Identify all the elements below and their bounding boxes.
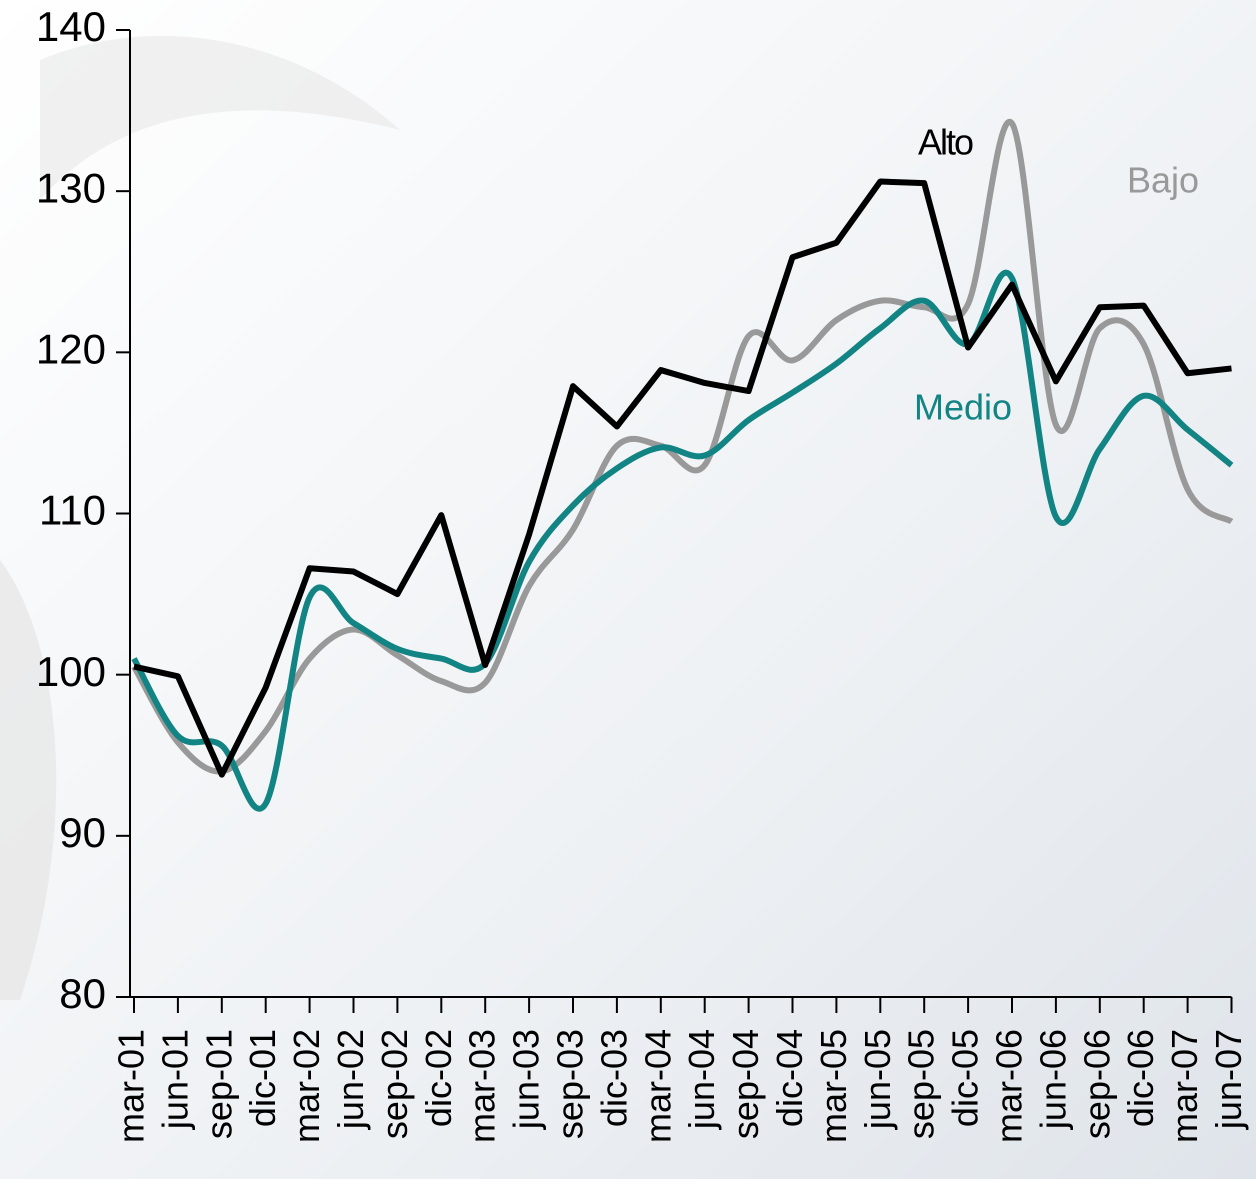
x-tick-label: sep-03 <box>550 1029 591 1139</box>
x-tick-label: jun-05 <box>857 1029 898 1130</box>
x-tick-label: sep-04 <box>725 1029 766 1139</box>
x-tick-label: jun-07 <box>1208 1029 1249 1130</box>
x-tick-label: jun-03 <box>506 1029 547 1130</box>
x-tick-label: mar-06 <box>989 1029 1030 1143</box>
x-tick-label: mar-03 <box>462 1029 503 1143</box>
x-tick-label: sep-05 <box>901 1029 942 1139</box>
series-label: Bajo <box>1127 160 1199 201</box>
watermark <box>0 560 57 1000</box>
series-label: Medio <box>914 387 1012 428</box>
x-tick-label: dic-03 <box>593 1029 634 1127</box>
x-tick-label: mar-04 <box>637 1029 678 1143</box>
y-tick-label: 110 <box>39 487 106 534</box>
x-tick-label: dic-05 <box>945 1029 986 1127</box>
x-tick-label: mar-05 <box>813 1029 854 1143</box>
y-tick-label: 130 <box>36 164 106 211</box>
y-tick-label: 120 <box>36 325 106 372</box>
y-tick-label: 90 <box>59 809 106 856</box>
x-tick-label: jun-02 <box>330 1029 371 1130</box>
series-line <box>131 118 1234 775</box>
x-tick-label: dic-04 <box>769 1029 810 1127</box>
x-tick-label: sep-02 <box>374 1029 415 1139</box>
x-tick-label: mar-02 <box>286 1029 327 1143</box>
x-tick-label: dic-01 <box>242 1029 283 1127</box>
y-tick-label: 80 <box>59 970 106 1017</box>
series-label: Alto <box>918 122 973 163</box>
y-tick-label: 140 <box>36 3 106 50</box>
series-line <box>131 269 1234 812</box>
x-tick-label: jun-04 <box>681 1029 722 1130</box>
y-tick-label: 100 <box>36 648 106 695</box>
x-tick-label: sep-01 <box>198 1029 239 1139</box>
x-tick-label: jun-06 <box>1032 1029 1073 1130</box>
x-tick-label: dic-02 <box>418 1029 459 1127</box>
x-tick-label: sep-06 <box>1076 1029 1117 1139</box>
series-line <box>133 178 1232 778</box>
x-tick-label: jun-01 <box>154 1029 195 1130</box>
x-tick-label: mar-01 <box>111 1029 152 1143</box>
x-tick-label: mar-07 <box>1164 1029 1205 1143</box>
x-tick-label: dic-06 <box>1120 1029 1161 1127</box>
